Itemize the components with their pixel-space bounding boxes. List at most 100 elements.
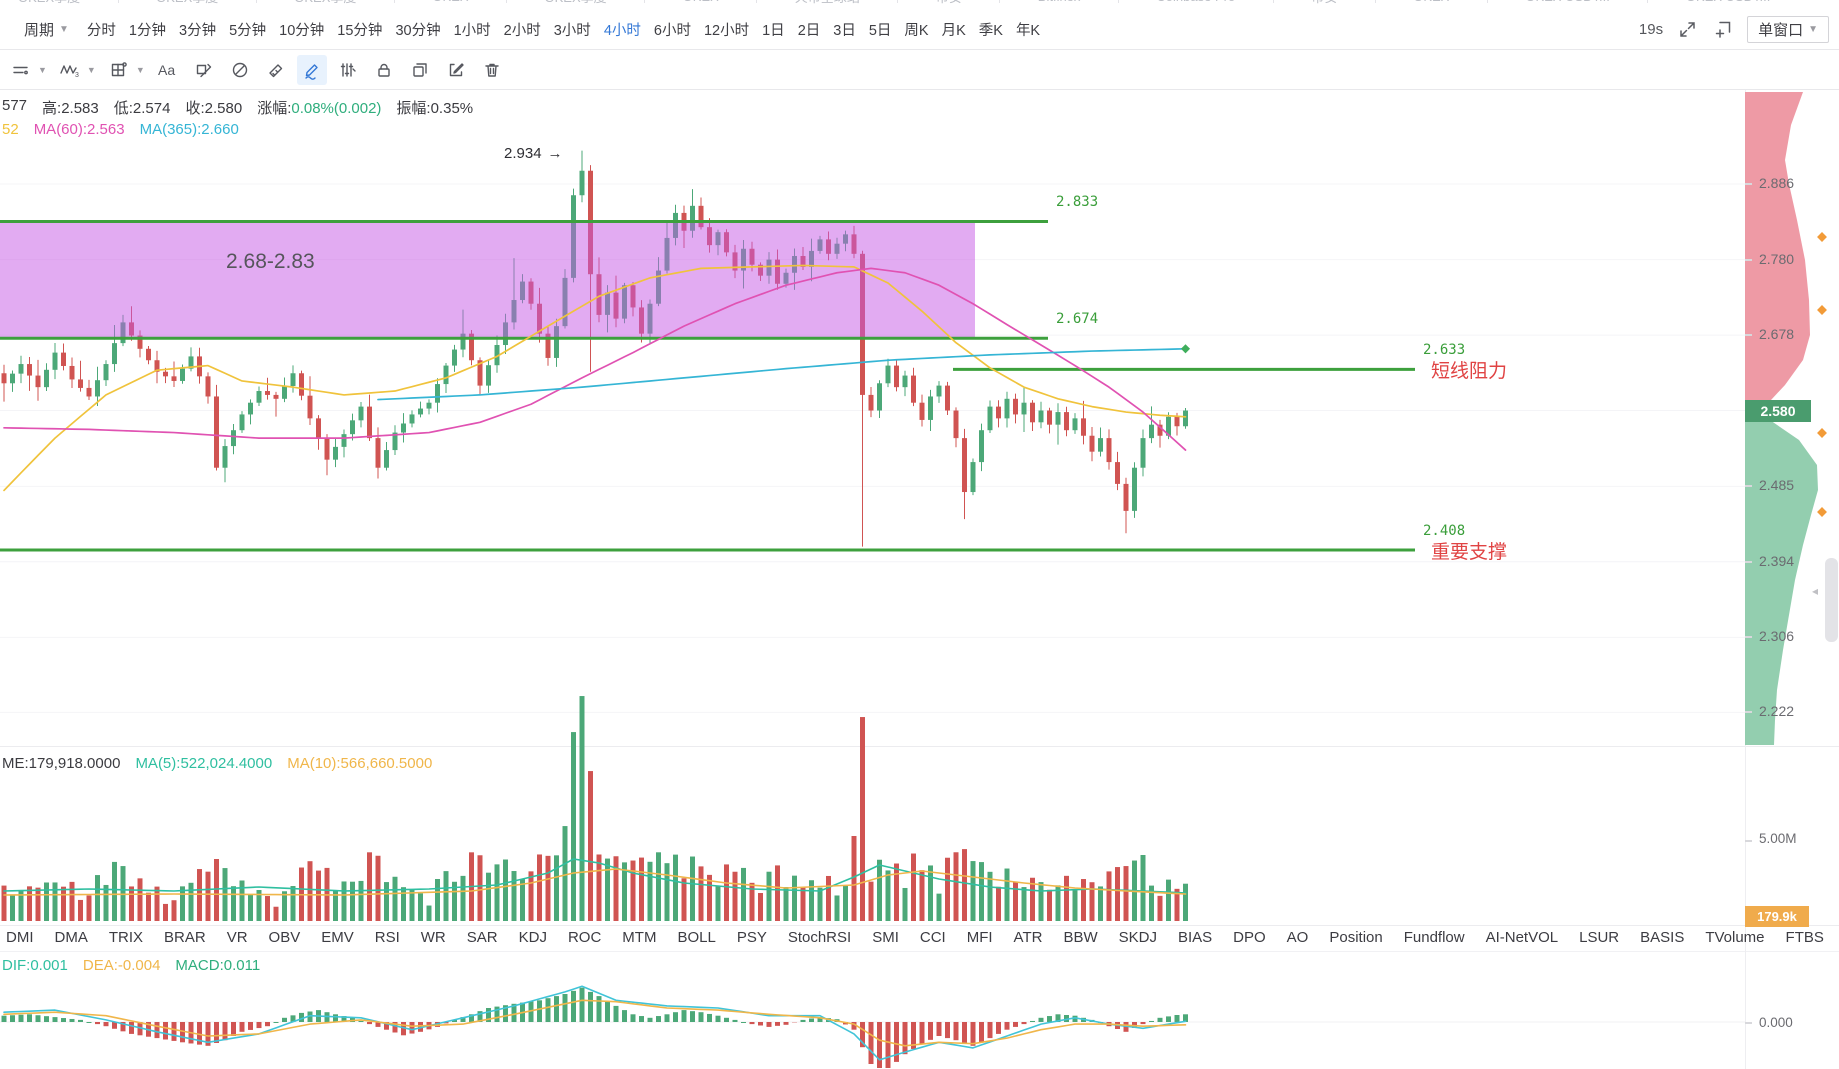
indicator-tab-VR[interactable]: VR xyxy=(226,929,248,946)
exchange-tab-11[interactable]: 币安 xyxy=(1307,0,1341,6)
indicator-tab-DMA[interactable]: DMA xyxy=(54,929,88,946)
volume-chart-canvas[interactable] xyxy=(0,690,1839,930)
indicator-tab-Position[interactable]: Position xyxy=(1329,929,1383,946)
period-月K[interactable]: 月K xyxy=(941,22,966,39)
copy-tool-icon[interactable] xyxy=(405,55,435,85)
chevron-down-icon[interactable]: ▼ xyxy=(86,64,96,75)
period-2日[interactable]: 2日 xyxy=(797,22,821,39)
exchange-tab-6[interactable]: OKEX xyxy=(679,0,723,4)
window-mode-button[interactable]: 单窗口 ▼ xyxy=(1747,15,1829,43)
pattern-tool-icon[interactable] xyxy=(333,55,363,85)
pen-circle-tool-icon[interactable] xyxy=(225,55,255,85)
indicator-tab-CCI[interactable]: CCI xyxy=(919,929,946,946)
period-menu[interactable]: 周期 ▼ xyxy=(24,19,69,40)
indicator-tab-RSI[interactable]: RSI xyxy=(374,929,400,946)
indicator-tab-StochRSI[interactable]: StochRSI xyxy=(787,929,852,946)
period-分时[interactable]: 分时 xyxy=(86,22,116,39)
measure-tool-icon[interactable] xyxy=(189,55,219,85)
fullscreen-icon[interactable] xyxy=(1675,17,1699,41)
indicator-tab-LSUR[interactable]: LSUR xyxy=(1579,929,1620,946)
price-chart-canvas[interactable] xyxy=(0,90,1839,746)
delete-tool-icon[interactable] xyxy=(477,55,507,85)
line-tool-icon[interactable] xyxy=(6,55,36,85)
indicator-tab-SMI[interactable]: SMI xyxy=(872,929,899,946)
period-5日[interactable]: 5日 xyxy=(868,22,892,39)
period-5分钟[interactable]: 5分钟 xyxy=(229,22,267,39)
exchange-tab-8[interactable]: 币安 xyxy=(932,0,966,6)
period-周K[interactable]: 周K xyxy=(904,22,929,39)
indicator-tab-AI-NetVOL[interactable]: AI-NetVOL xyxy=(1485,929,1559,946)
period-12小时[interactable]: 12小时 xyxy=(703,22,750,39)
indicator-tab-WR[interactable]: WR xyxy=(420,929,446,946)
chevron-down-icon[interactable]: ▼ xyxy=(135,64,145,75)
exchange-tab-9[interactable]: Bitfinex xyxy=(1034,0,1085,4)
lock-tool-icon[interactable] xyxy=(369,55,399,85)
indicator-tab-SKDJ[interactable]: SKDJ xyxy=(1118,929,1157,946)
exchange-tab-5[interactable]: OKEX季度 xyxy=(541,0,611,6)
indicator-tab-DPO[interactable]: DPO xyxy=(1233,929,1266,946)
period-2小时[interactable]: 2小时 xyxy=(503,22,541,39)
period-1小时[interactable]: 1小时 xyxy=(453,22,491,39)
period-4小时[interactable]: 4小时 xyxy=(603,22,641,39)
exchange-tab-7[interactable]: 火币全球站 xyxy=(791,0,864,6)
indicator-tab-BRAR[interactable]: BRAR xyxy=(164,929,206,946)
indicator-tab-EMV[interactable]: EMV xyxy=(321,929,354,946)
period-3分钟[interactable]: 3分钟 xyxy=(179,22,217,39)
edit-tool-icon[interactable] xyxy=(441,55,471,85)
peak-price-annotation: 2.934 → xyxy=(504,145,563,162)
period-10分钟[interactable]: 10分钟 xyxy=(279,22,325,39)
exchange-tab-1[interactable]: OKEX季度 xyxy=(14,0,84,6)
exchange-tab-14[interactable]: OKEX USDT... xyxy=(1682,0,1775,4)
brush-tool-icon[interactable] xyxy=(296,54,327,85)
indicator-tab-MTM[interactable]: MTM xyxy=(622,929,657,946)
indicator-tab-ATR[interactable]: ATR xyxy=(1013,929,1043,946)
indicator-tab-BIAS[interactable]: BIAS xyxy=(1177,929,1213,946)
exchange-tab-13[interactable]: OKEX USDT... xyxy=(1521,0,1614,4)
period-3日[interactable]: 3日 xyxy=(833,22,856,39)
wave-tool-icon[interactable]: 3 xyxy=(55,55,85,85)
period-15分钟[interactable]: 15分钟 xyxy=(337,22,383,39)
period-1日[interactable]: 1日 xyxy=(762,22,785,39)
period-年K[interactable]: 年K xyxy=(1015,22,1041,39)
indicator-tab-PSY[interactable]: PSY xyxy=(736,929,767,946)
axis-scrollbar-handle[interactable] xyxy=(1825,558,1838,642)
drawing-toolbar: ▼ 3 ▼ ▼ Aa xyxy=(0,50,1839,90)
indicator-tab-SAR[interactable]: SAR xyxy=(466,929,498,946)
indicator-tab-TRIX[interactable]: TRIX xyxy=(108,929,144,946)
axis-tick-dash xyxy=(1745,840,1752,842)
period-30分钟[interactable]: 30分钟 xyxy=(395,22,441,39)
indicator-tab-BASIS[interactable]: BASIS xyxy=(1640,929,1685,946)
tab-separator xyxy=(756,0,758,3)
indicator-tab-OBV[interactable]: OBV xyxy=(268,929,301,946)
indicator-tab-FTBS[interactable]: FTBS xyxy=(1785,929,1824,946)
macd-chart-canvas[interactable] xyxy=(0,950,1839,1069)
chevron-down-icon[interactable]: ▼ xyxy=(38,64,47,75)
period-6小时[interactable]: 6小时 xyxy=(653,22,691,39)
period-季K[interactable]: 季K xyxy=(978,22,1003,39)
text-tool-icon[interactable]: Aa xyxy=(153,55,183,85)
axis-tick-dash xyxy=(1745,485,1752,488)
shape-tool-icon[interactable] xyxy=(104,55,134,85)
period-1分钟[interactable]: 1分钟 xyxy=(128,22,166,39)
exchange-tab-2[interactable]: OKEX季度 xyxy=(152,0,222,6)
ruler-tool-icon[interactable] xyxy=(261,55,291,85)
exchange-tab-12[interactable]: OKEX xyxy=(1409,0,1453,4)
axis-tick-dash xyxy=(1745,1022,1752,1024)
exchange-tab-4[interactable]: OKEX xyxy=(428,0,472,4)
indicator-tab-ROC[interactable]: ROC xyxy=(567,929,602,946)
indicator-tab-BBW[interactable]: BBW xyxy=(1063,929,1098,946)
exchange-tab-3[interactable]: OKEX季度 xyxy=(290,0,360,6)
exchange-tab-bar: OKEX季度 OKEX季度 OKEX季度 OKEX OKEX季度 OKEX 火币全球站 币安 B… xyxy=(0,0,1839,9)
volume-value: ME:179,918.0000 xyxy=(2,755,121,772)
tabs-overflow-icon[interactable]: — xyxy=(1808,0,1821,4)
indicator-tab-TVolume[interactable]: TVolume xyxy=(1705,929,1765,946)
indicator-tab-MFI[interactable]: MFI xyxy=(966,929,993,946)
indicator-tab-DMI[interactable]: DMI xyxy=(6,929,34,946)
indicator-tab-Fundflow[interactable]: Fundflow xyxy=(1403,929,1465,946)
add-window-icon[interactable] xyxy=(1711,17,1735,41)
indicator-tab-BOLL[interactable]: BOLL xyxy=(677,929,716,946)
period-3小时[interactable]: 3小时 xyxy=(553,22,591,39)
indicator-tab-AO[interactable]: AO xyxy=(1286,929,1309,946)
exchange-tab-10[interactable]: Coinbase Pro xyxy=(1152,0,1239,4)
indicator-tab-KDJ[interactable]: KDJ xyxy=(518,929,547,946)
